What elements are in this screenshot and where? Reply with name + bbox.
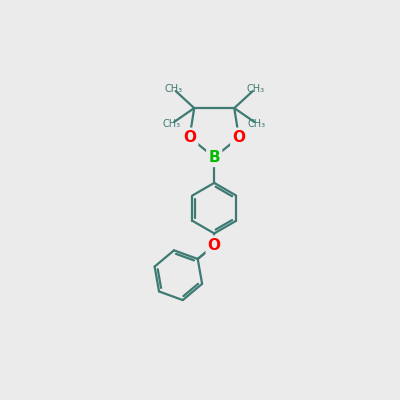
Text: O: O bbox=[232, 130, 245, 145]
Text: O: O bbox=[208, 238, 221, 253]
Text: CH₃: CH₃ bbox=[163, 119, 181, 129]
Text: O: O bbox=[183, 130, 196, 145]
Text: CH₃: CH₃ bbox=[246, 84, 264, 94]
Text: CH₃: CH₃ bbox=[248, 119, 266, 129]
Text: B: B bbox=[208, 150, 220, 165]
Text: CH₃: CH₃ bbox=[164, 84, 182, 94]
